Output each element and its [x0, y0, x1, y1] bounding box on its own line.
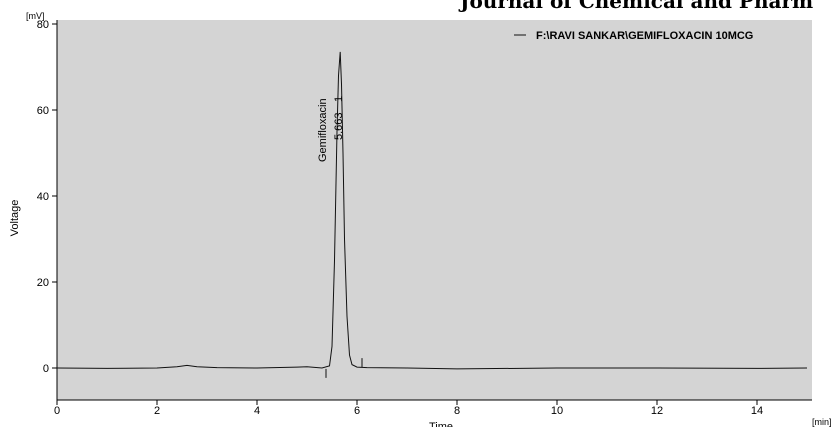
x-axis-title: Time	[429, 421, 453, 427]
y-unit-label: [mV]	[26, 11, 45, 21]
x-tick-label: 14	[751, 405, 763, 417]
x-tick-label: 8	[454, 405, 460, 417]
x-tick-label: 12	[651, 405, 663, 417]
x-unit-label: [min]	[812, 417, 832, 427]
x-tick-label: 10	[551, 405, 563, 417]
y-tick-label: 80	[37, 19, 49, 31]
x-tick-label: 4	[254, 405, 260, 417]
y-tick-label: 20	[37, 277, 49, 289]
x-tick-label: 2	[154, 405, 160, 417]
y-axis-title: Voltage	[9, 200, 21, 237]
peak-number-label: 1	[333, 96, 345, 102]
journal-header: Journal of Chemical and Pharm	[460, 0, 814, 13]
y-tick-label: 40	[37, 191, 49, 203]
y-tick-label: 0	[43, 363, 49, 375]
x-tick-label: 0	[54, 405, 60, 417]
series-line	[56, 51, 808, 370]
plot-area	[57, 20, 812, 400]
x-tick-label: 6	[354, 405, 360, 417]
peak-retention-time-label: 5.663	[333, 112, 345, 140]
peak-name-label: Gemifloxacin	[317, 98, 329, 162]
legend-entry: F:\RAVI SANKAR\GEMIFLOXACIN 10MCG	[536, 30, 753, 42]
y-tick-label: 60	[37, 105, 49, 117]
